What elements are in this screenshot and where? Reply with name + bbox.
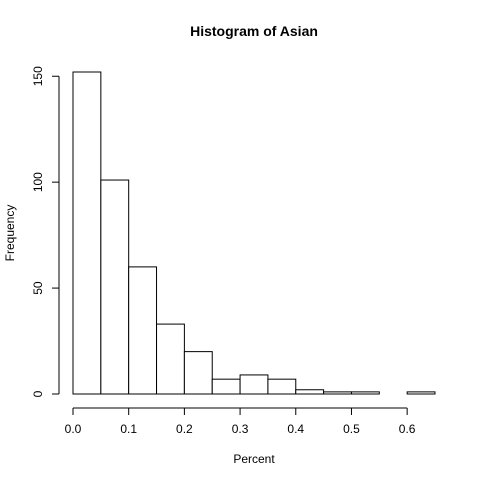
bars-group: [72, 71, 436, 395]
y-tick-label-1: 50: [31, 281, 45, 295]
x-tick-label-3: 0.3: [232, 422, 249, 436]
x-tick-label-2: 0.2: [176, 422, 193, 436]
histogram-bar-5: [211, 378, 241, 395]
y-axis-label: Frequency: [3, 205, 17, 262]
histogram-bar-4: [183, 351, 213, 395]
histogram-bar-2: [128, 266, 158, 395]
histogram-bar-3: [156, 323, 185, 395]
x-tick-label-1: 0.1: [120, 422, 137, 436]
histogram-bar-12: [406, 391, 436, 395]
x-axis: 0.0 0.1 0.2 0.3 0.4 0.5 0.6: [65, 407, 416, 436]
histogram-bar-10: [350, 391, 380, 395]
x-tick-label-4: 0.4: [287, 422, 304, 436]
histogram-bar-7: [267, 378, 297, 395]
y-tick-label-3: 150: [31, 66, 45, 86]
y-axis: 0 50 100 150: [31, 66, 60, 397]
histogram-bar-6: [239, 374, 269, 395]
x-tick-label-5: 0.5: [343, 422, 360, 436]
histogram-bar-9: [323, 391, 352, 395]
histogram-bar-8: [295, 389, 325, 395]
x-tick-label-0: 0.0: [65, 422, 82, 436]
y-tick-label-2: 100: [31, 172, 45, 192]
histogram-bar-0: [72, 71, 102, 395]
chart-title: Histogram of Asian: [190, 23, 318, 39]
y-tick-label-0: 0: [31, 390, 45, 397]
histogram-bar-1: [100, 179, 130, 395]
x-axis-label: Percent: [233, 452, 275, 466]
x-tick-label-6: 0.6: [399, 422, 416, 436]
